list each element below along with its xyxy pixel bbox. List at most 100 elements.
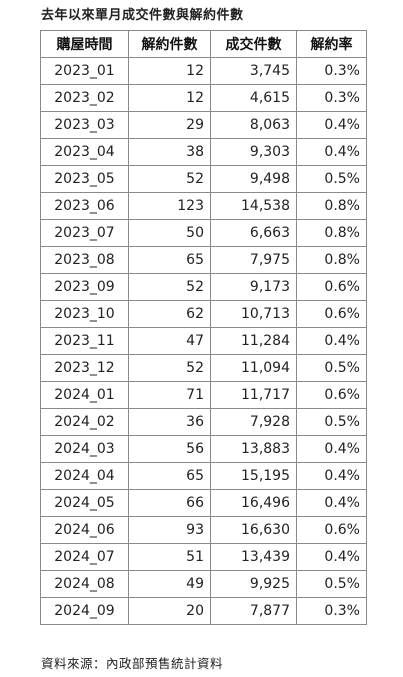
cell-transactions: 13,439 xyxy=(210,543,297,571)
cell-rate: 0.8% xyxy=(296,219,367,247)
cell-transactions: 10,713 xyxy=(210,300,297,328)
table-row: 2024_04 65 15,195 0.4% xyxy=(40,462,367,490)
cell-period: 2023_03 xyxy=(40,111,129,139)
cell-period: 2023_07 xyxy=(40,219,129,247)
cell-cancellations: 65 xyxy=(128,246,211,274)
cell-transactions: 14,538 xyxy=(210,192,297,220)
cell-transactions: 3,745 xyxy=(210,57,297,85)
cell-cancellations: 29 xyxy=(128,111,211,139)
cell-transactions: 15,195 xyxy=(210,462,297,490)
cell-transactions: 9,925 xyxy=(210,570,297,598)
cell-period: 2024_07 xyxy=(40,543,129,571)
cell-rate: 0.4% xyxy=(296,435,367,463)
cell-rate: 0.3% xyxy=(296,84,367,112)
cell-transactions: 16,630 xyxy=(210,516,297,544)
data-table: 購屋時間 解約件數 成交件數 解約率 2023_01 12 3,745 0.3% 202… xyxy=(40,30,367,625)
cell-rate: 0.6% xyxy=(296,273,367,301)
source-note: 資料來源：內政部預售統計資料 xyxy=(41,656,224,671)
cell-transactions: 13,883 xyxy=(210,435,297,463)
cell-rate: 0.5% xyxy=(296,354,367,382)
cell-period: 2023_05 xyxy=(40,165,129,193)
table-row: 2024_06 93 16,630 0.6% xyxy=(40,516,367,544)
table-row: 2023_02 12 4,615 0.3% xyxy=(40,84,367,112)
header-purchase-time: 購屋時間 xyxy=(40,30,129,58)
table-row: 2024_08 49 9,925 0.5% xyxy=(40,570,367,598)
cell-cancellations: 123 xyxy=(128,192,211,220)
table-title: 去年以來單月成交件數與解約件數 xyxy=(41,8,244,23)
cell-rate: 0.3% xyxy=(296,57,367,85)
cell-period: 2023_11 xyxy=(40,327,129,355)
cell-rate: 0.5% xyxy=(296,165,367,193)
cell-rate: 0.6% xyxy=(296,516,367,544)
table-body: 2023_01 12 3,745 0.3% 2023_02 12 4,615 0.3% 2023… xyxy=(40,57,367,625)
cell-cancellations: 52 xyxy=(128,354,211,382)
cell-cancellations: 12 xyxy=(128,57,211,85)
cell-transactions: 7,975 xyxy=(210,246,297,274)
cell-cancellations: 50 xyxy=(128,219,211,247)
cell-transactions: 8,063 xyxy=(210,111,297,139)
cell-period: 2023_12 xyxy=(40,354,129,382)
table-row: 2023_10 62 10,713 0.6% xyxy=(40,300,367,328)
cell-rate: 0.4% xyxy=(296,462,367,490)
cell-rate: 0.8% xyxy=(296,246,367,274)
cell-transactions: 11,094 xyxy=(210,354,297,382)
cell-period: 2023_08 xyxy=(40,246,129,274)
cell-cancellations: 65 xyxy=(128,462,211,490)
table-row: 2023_01 12 3,745 0.3% xyxy=(40,57,367,85)
table-row: 2023_09 52 9,173 0.6% xyxy=(40,273,367,301)
table-row: 2023_12 52 11,094 0.5% xyxy=(40,354,367,382)
cell-cancellations: 12 xyxy=(128,84,211,112)
cell-cancellations: 49 xyxy=(128,570,211,598)
cell-rate: 0.4% xyxy=(296,327,367,355)
cell-period: 2023_09 xyxy=(40,273,129,301)
cell-rate: 0.5% xyxy=(296,570,367,598)
cell-period: 2024_09 xyxy=(40,597,129,625)
cell-rate: 0.4% xyxy=(296,111,367,139)
cell-transactions: 7,877 xyxy=(210,597,297,625)
cell-cancellations: 38 xyxy=(128,138,211,166)
cell-period: 2024_03 xyxy=(40,435,129,463)
cell-cancellations: 93 xyxy=(128,516,211,544)
table-row: 2023_05 52 9,498 0.5% xyxy=(40,165,367,193)
cell-period: 2023_04 xyxy=(40,138,129,166)
header-cancellations: 解約件數 xyxy=(128,30,211,58)
cell-rate: 0.5% xyxy=(296,408,367,436)
cell-period: 2024_02 xyxy=(40,408,129,436)
cell-period: 2024_05 xyxy=(40,489,129,517)
cell-cancellations: 71 xyxy=(128,381,211,409)
table-row: 2023_11 47 11,284 0.4% xyxy=(40,327,367,355)
cell-transactions: 4,615 xyxy=(210,84,297,112)
table-row: 2024_09 20 7,877 0.3% xyxy=(40,597,367,625)
header-row: 購屋時間 解約件數 成交件數 解約率 xyxy=(40,30,367,58)
cell-cancellations: 52 xyxy=(128,165,211,193)
cell-period: 2023_01 xyxy=(40,57,129,85)
cell-period: 2023_10 xyxy=(40,300,129,328)
cell-cancellations: 47 xyxy=(128,327,211,355)
cell-transactions: 9,303 xyxy=(210,138,297,166)
cell-rate: 0.4% xyxy=(296,489,367,517)
cell-transactions: 7,928 xyxy=(210,408,297,436)
table-row: 2023_04 38 9,303 0.4% xyxy=(40,138,367,166)
cell-rate: 0.3% xyxy=(296,597,367,625)
table-row: 2024_03 56 13,883 0.4% xyxy=(40,435,367,463)
table-row: 2023_07 50 6,663 0.8% xyxy=(40,219,367,247)
cell-transactions: 16,496 xyxy=(210,489,297,517)
cell-cancellations: 52 xyxy=(128,273,211,301)
cell-rate: 0.6% xyxy=(296,300,367,328)
cell-transactions: 9,173 xyxy=(210,273,297,301)
cell-rate: 0.6% xyxy=(296,381,367,409)
table-row: 2024_05 66 16,496 0.4% xyxy=(40,489,367,517)
cell-cancellations: 56 xyxy=(128,435,211,463)
cell-transactions: 9,498 xyxy=(210,165,297,193)
table-row: 2024_07 51 13,439 0.4% xyxy=(40,543,367,571)
cell-period: 2024_08 xyxy=(40,570,129,598)
cell-period: 2023_06 xyxy=(40,192,129,220)
cell-period: 2023_02 xyxy=(40,84,129,112)
cell-rate: 0.4% xyxy=(296,543,367,571)
table-row: 2023_03 29 8,063 0.4% xyxy=(40,111,367,139)
header-transactions: 成交件數 xyxy=(210,30,297,58)
table-row: 2024_01 71 11,717 0.6% xyxy=(40,381,367,409)
cell-rate: 0.4% xyxy=(296,138,367,166)
cell-period: 2024_06 xyxy=(40,516,129,544)
header-cancellation-rate: 解約率 xyxy=(296,30,367,58)
